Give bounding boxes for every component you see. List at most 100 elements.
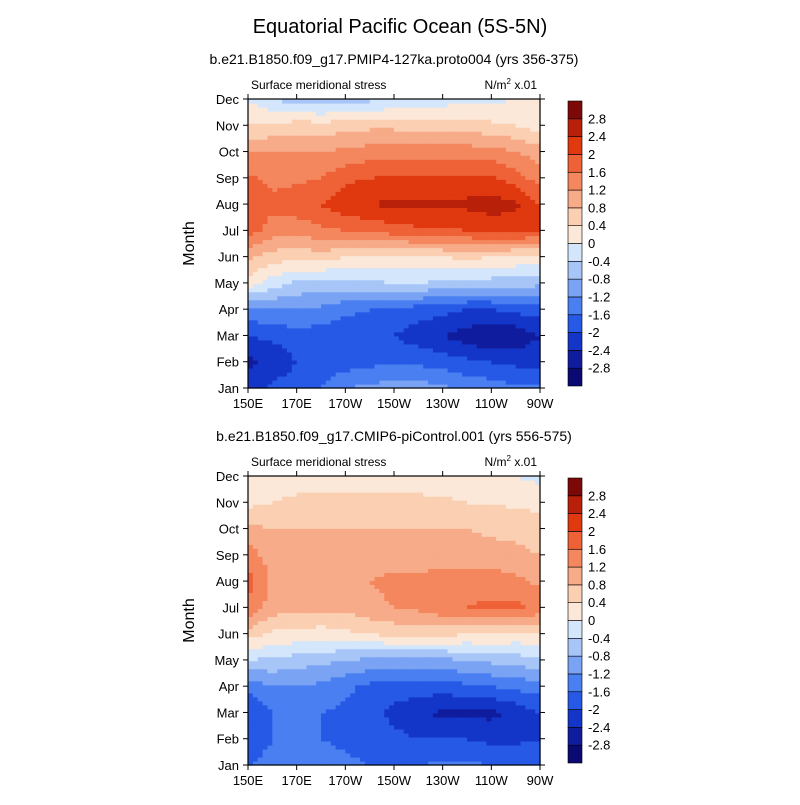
field-cell xyxy=(287,175,292,180)
field-cell xyxy=(248,336,253,341)
field-cell xyxy=(326,348,331,353)
field-cell xyxy=(282,725,287,730)
field-cell xyxy=(452,288,457,293)
field-cell xyxy=(404,175,409,180)
field-cell xyxy=(253,280,258,285)
field-cell xyxy=(267,175,272,180)
field-cell xyxy=(384,167,389,172)
field-cell xyxy=(350,215,355,220)
field-cell xyxy=(413,191,418,196)
field-cell xyxy=(340,163,345,168)
field-cell xyxy=(462,348,467,353)
field-cell xyxy=(462,123,467,128)
field-cell xyxy=(316,107,321,112)
field-cell xyxy=(394,288,399,293)
field-cell xyxy=(248,223,253,228)
field-cell xyxy=(375,239,380,244)
field-cell xyxy=(248,268,253,273)
field-cell xyxy=(438,312,443,317)
field-cell xyxy=(258,757,263,762)
field-cell xyxy=(355,147,360,152)
field-cell xyxy=(404,364,409,369)
field-cell xyxy=(477,348,482,353)
field-cell xyxy=(302,745,307,750)
field-cell xyxy=(292,175,297,180)
field-cell xyxy=(326,219,331,224)
field-cell xyxy=(263,364,268,369)
field-cell xyxy=(370,372,375,377)
field-cell xyxy=(277,187,282,192)
field-cell xyxy=(472,757,477,762)
field-cell xyxy=(491,757,496,762)
field-cell xyxy=(384,143,389,148)
field-cell xyxy=(506,320,511,325)
field-cell xyxy=(404,288,409,293)
field-cell xyxy=(428,244,433,249)
field-cell xyxy=(462,741,467,746)
field-cell xyxy=(472,207,477,212)
field-cell xyxy=(389,183,394,188)
field-cell xyxy=(321,268,326,273)
field-cell xyxy=(389,215,394,220)
field-cell xyxy=(501,272,506,277)
field-cell xyxy=(525,119,530,124)
field-cell xyxy=(399,256,404,261)
field-cell xyxy=(394,183,399,188)
field-cell xyxy=(263,111,268,116)
field-cell xyxy=(384,376,389,381)
field-cell xyxy=(277,103,282,108)
field-cell xyxy=(379,733,384,738)
field-cell xyxy=(472,300,477,305)
field-cell xyxy=(282,368,287,373)
field-cell xyxy=(452,344,457,349)
field-cell xyxy=(472,155,477,160)
field-cell xyxy=(272,99,277,104)
field-cell xyxy=(253,264,258,269)
field-cell xyxy=(272,284,277,289)
field-cell xyxy=(258,239,263,244)
field-cell xyxy=(448,244,453,249)
field-cell xyxy=(399,107,404,112)
field-cell xyxy=(428,191,433,196)
field-cell xyxy=(521,203,526,208)
field-cell xyxy=(477,745,482,750)
field-cell xyxy=(336,368,341,373)
field-cell xyxy=(516,107,521,112)
field-cell xyxy=(394,219,399,224)
field-cell xyxy=(428,183,433,188)
field-cell xyxy=(496,119,501,124)
field-cell xyxy=(365,288,370,293)
field-cell xyxy=(525,332,530,337)
field-cell xyxy=(404,219,409,224)
field-cell xyxy=(384,749,389,754)
field-cell xyxy=(404,340,409,345)
field-cell xyxy=(375,356,380,361)
field-cell xyxy=(525,304,530,309)
field-cell xyxy=(379,344,384,349)
colorbar-label: 0 xyxy=(588,236,595,251)
field-cell xyxy=(355,348,360,353)
field-cell xyxy=(355,268,360,273)
field-cell xyxy=(253,757,258,762)
field-cell xyxy=(331,159,336,164)
field-cell xyxy=(287,324,292,329)
field-cell xyxy=(379,292,384,297)
field-cell xyxy=(345,151,350,156)
field-cell xyxy=(428,207,433,212)
field-cell xyxy=(428,336,433,341)
field-cell xyxy=(404,227,409,232)
field-cell xyxy=(482,203,487,208)
field-cell xyxy=(516,231,521,236)
field-cell xyxy=(292,183,297,188)
field-cell xyxy=(272,219,277,224)
field-cell xyxy=(263,151,268,156)
field-cell xyxy=(530,348,535,353)
field-cell xyxy=(404,171,409,176)
field-cell xyxy=(428,324,433,329)
y-tick-label: Jun xyxy=(218,250,239,265)
field-cell xyxy=(516,757,521,762)
field-cell xyxy=(297,296,302,301)
field-cell xyxy=(277,741,282,746)
field-cell xyxy=(282,284,287,289)
field-cell xyxy=(501,260,506,265)
